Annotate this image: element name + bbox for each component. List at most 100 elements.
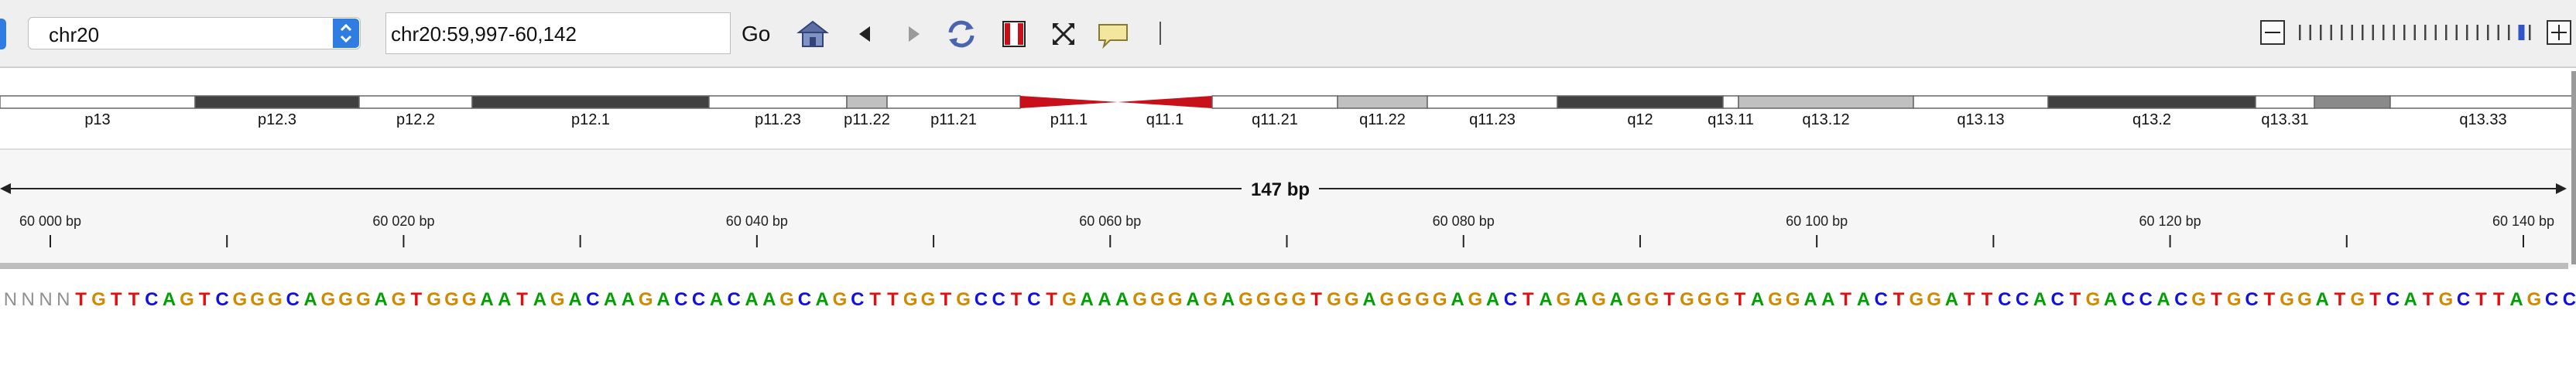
cytoband[interactable]	[846, 95, 888, 109]
sequence-base: T	[516, 289, 528, 310]
panel-divider[interactable]	[0, 263, 2568, 269]
zoom-tick[interactable]	[2382, 25, 2385, 40]
sequence-base: C	[586, 289, 600, 310]
zoom-tick[interactable]	[2497, 25, 2500, 40]
zoom-tick[interactable]	[2466, 25, 2468, 40]
cytoband-label: p13	[84, 111, 111, 128]
zoom-tick[interactable]	[2476, 25, 2479, 40]
sequence-base: C	[1874, 289, 1888, 310]
sequence-base: A	[1804, 289, 1817, 310]
zoom-tick[interactable]	[2351, 25, 2354, 40]
sequence-base: G	[1680, 289, 1694, 310]
zoom-tick[interactable]	[2362, 25, 2364, 40]
chromosome-ideogram[interactable]	[0, 94, 2576, 110]
locus-input-value: chr20:59,997-60,142	[391, 22, 577, 46]
zoom-tick[interactable]	[2445, 25, 2448, 40]
sequence-base: T	[198, 289, 211, 310]
zoom-tick[interactable]	[2529, 25, 2531, 40]
refresh-icon[interactable]	[943, 15, 980, 53]
cytoband[interactable]	[1738, 95, 1914, 109]
sequence-base: G	[232, 289, 248, 310]
zoom-tick[interactable]	[2299, 25, 2301, 40]
chromosome-select[interactable]: chr20	[28, 17, 361, 49]
zoom-tick[interactable]	[2424, 25, 2427, 40]
zoom-tick[interactable]	[2434, 25, 2437, 40]
roi-icon[interactable]	[995, 15, 1033, 53]
sequence-base: A	[2509, 289, 2523, 310]
cytoband[interactable]	[1557, 95, 1724, 109]
sequence-base: G	[1626, 289, 1642, 310]
zoom-tick[interactable]	[2309, 25, 2312, 40]
zoom-tick[interactable]	[2455, 25, 2458, 40]
sequence-base: A	[2315, 289, 2329, 310]
ruler-tick-label: 60 080 bp	[1432, 213, 1495, 229]
ruler-tick-label: 60 020 bp	[372, 213, 435, 229]
chevron-updown-icon[interactable]	[333, 19, 359, 48]
zoom-in-button[interactable]	[2547, 20, 2571, 45]
cytoband-label: p11.22	[844, 111, 890, 128]
zoom-slider-thumb[interactable]	[2518, 25, 2525, 40]
sequence-base: A	[1186, 289, 1200, 310]
cytoband[interactable]	[2389, 95, 2576, 109]
zoom-slider[interactable]	[2294, 20, 2542, 45]
sequence-base: T	[2475, 289, 2487, 310]
back-icon[interactable]	[847, 15, 884, 53]
sequence-base: T	[2334, 289, 2346, 310]
cytoband[interactable]	[1118, 96, 1212, 108]
cytoband[interactable]	[708, 95, 848, 109]
toolbar-separator	[1160, 22, 1161, 45]
zoom-tick[interactable]	[2393, 25, 2396, 40]
sequence-base: G	[1432, 289, 1447, 310]
cytoband[interactable]	[886, 95, 1021, 109]
zoom-tick[interactable]	[2413, 25, 2417, 40]
zoom-tick[interactable]	[2487, 25, 2489, 40]
cytoband[interactable]	[2314, 95, 2391, 109]
cytoband[interactable]	[194, 95, 360, 109]
cytoband[interactable]	[471, 95, 710, 109]
home-icon[interactable]	[794, 15, 831, 53]
span-arrow-right	[2556, 183, 2567, 194]
cytoband[interactable]	[1211, 95, 1338, 109]
cytoband[interactable]	[2255, 95, 2315, 109]
cytoband-label: q13.11	[1708, 111, 1754, 128]
sequence-base: G	[1273, 289, 1289, 310]
cytoband[interactable]	[0, 95, 196, 109]
cytoband-label: q13.31	[2261, 111, 2309, 128]
popup-icon[interactable]	[1094, 15, 1132, 53]
sequence-base: C	[992, 289, 1005, 310]
zoom-tick[interactable]	[2341, 25, 2343, 40]
cytoband[interactable]	[1913, 95, 2049, 109]
sequence-base: C	[797, 289, 812, 310]
cytoband[interactable]	[1337, 95, 1428, 109]
cytoband[interactable]	[1427, 95, 1558, 109]
zoom-tick[interactable]	[2330, 25, 2333, 40]
span-length-label: 147 bp	[1241, 179, 1320, 201]
cytoband[interactable]	[1020, 96, 1118, 108]
sequence-base: G	[2280, 289, 2294, 310]
sequence-base: A	[603, 289, 618, 310]
go-button[interactable]: Go	[742, 22, 771, 46]
forward-icon[interactable]	[895, 15, 932, 53]
zoom-tick[interactable]	[2320, 25, 2322, 40]
sequence-base: G	[2226, 289, 2242, 310]
sequence-base: A	[533, 289, 547, 310]
zoom-out-button[interactable]	[2260, 20, 2285, 45]
sequence-base: G	[1344, 289, 1359, 310]
cytoband-label: p11.1	[1050, 111, 1088, 128]
vertical-scrollbar[interactable]	[2571, 71, 2576, 264]
zoom-tick[interactable]	[2508, 25, 2510, 40]
sequence-base: G	[1062, 289, 1077, 310]
sequence-base: G	[1591, 289, 1606, 310]
cytoband[interactable]	[1722, 95, 1739, 109]
cytoband[interactable]	[358, 95, 473, 109]
locus-input[interactable]: chr20:59,997-60,142	[385, 12, 731, 54]
zoom-tick[interactable]	[2372, 25, 2375, 40]
cytoband[interactable]	[2047, 95, 2256, 109]
sequence-base: A	[1451, 289, 1464, 310]
zoom-tick[interactable]	[2403, 25, 2406, 40]
fit-icon[interactable]	[1045, 15, 1082, 53]
sequence-base: A	[2103, 289, 2118, 310]
ruler-track[interactable]	[0, 148, 2576, 266]
sequence-base: G	[2526, 289, 2542, 310]
